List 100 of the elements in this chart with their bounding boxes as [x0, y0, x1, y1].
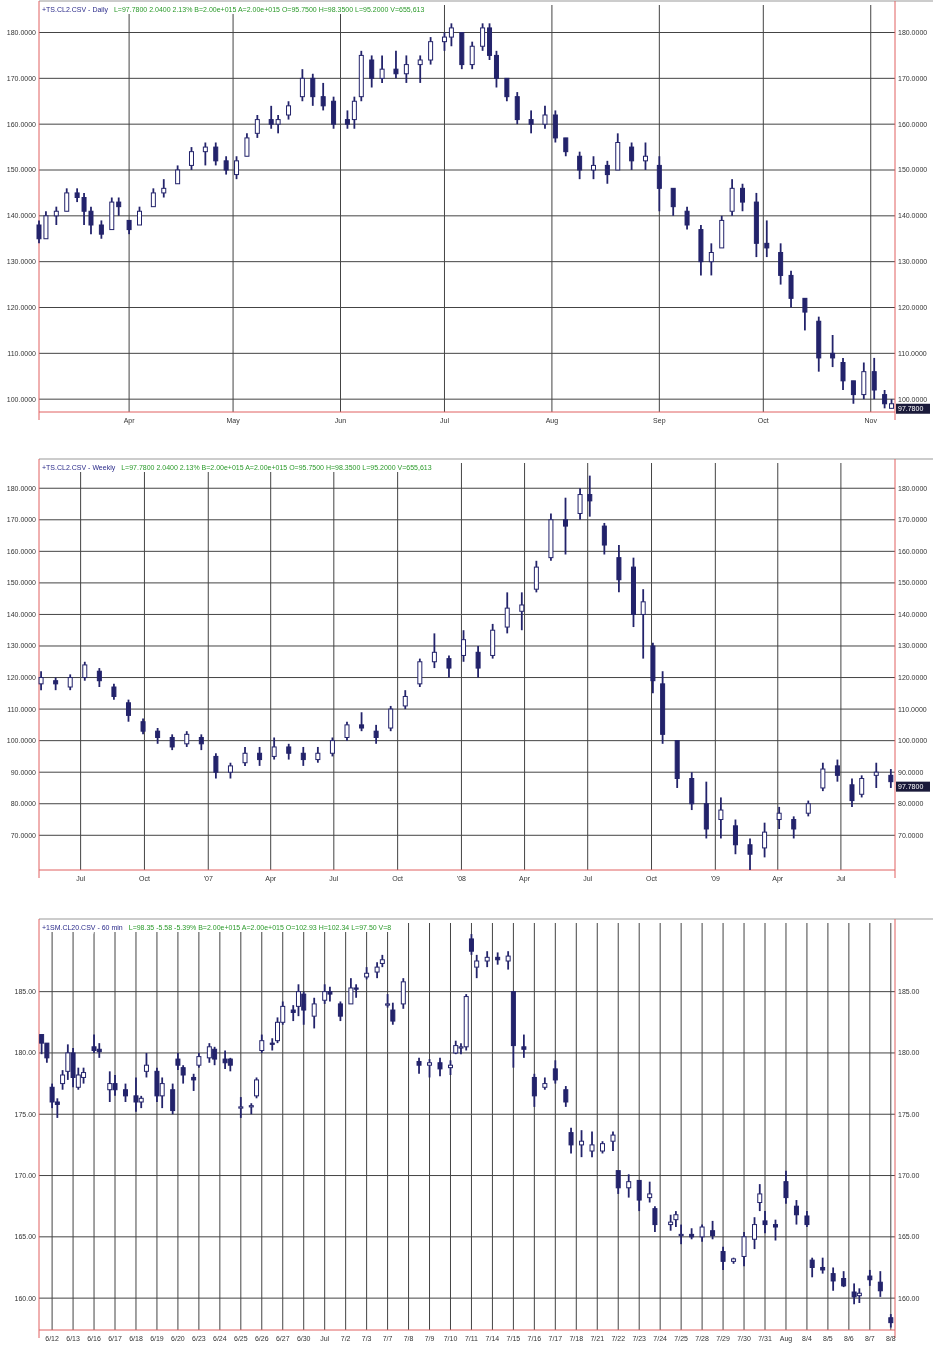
candlestick — [772, 1218, 778, 1242]
candlestick — [552, 109, 558, 144]
candlestick — [830, 1266, 836, 1292]
candlestick — [720, 1245, 726, 1271]
candlestick — [351, 95, 357, 130]
candlestick — [403, 54, 409, 84]
candlestick — [762, 821, 768, 859]
candlestick — [563, 1085, 569, 1108]
candlestick — [254, 114, 260, 139]
candlestick — [850, 379, 856, 405]
candlestick — [791, 815, 797, 840]
candlestick — [213, 752, 219, 780]
candlestick — [640, 588, 646, 660]
candlestick — [143, 1052, 149, 1079]
candlestick — [670, 187, 676, 217]
candlestick — [238, 1096, 244, 1119]
candlestick — [589, 1130, 595, 1159]
candlestick — [242, 746, 248, 767]
candlestick — [388, 705, 394, 733]
candlestick — [161, 178, 167, 199]
candlestick — [468, 933, 474, 956]
candlestick — [521, 1033, 527, 1059]
candlestick — [254, 1076, 260, 1100]
candlestick — [417, 657, 423, 688]
candlestick — [752, 1216, 758, 1250]
candlestick — [188, 146, 194, 171]
candlestick — [542, 104, 548, 130]
candlestick — [359, 711, 365, 733]
candlestick — [310, 72, 316, 107]
candlestick — [390, 1001, 396, 1026]
candlestick — [448, 22, 454, 48]
candlestick — [299, 68, 305, 103]
candlestick — [137, 205, 142, 226]
candlestick — [514, 91, 520, 126]
candlestick — [150, 187, 156, 208]
candlestick — [519, 591, 525, 632]
candlestick — [563, 137, 569, 158]
candlestick — [642, 141, 648, 171]
candlestick — [656, 155, 662, 213]
candlestick — [740, 182, 746, 213]
candlestick — [244, 132, 250, 158]
candlestick — [480, 22, 486, 52]
candlestick — [776, 806, 782, 830]
candlestick — [393, 49, 399, 80]
candlestick — [417, 54, 423, 84]
candlestick — [577, 487, 583, 521]
candlestick — [329, 736, 335, 758]
candlestick — [533, 559, 539, 594]
candlestick — [579, 1129, 585, 1159]
candlestick — [590, 155, 596, 181]
candlestick — [504, 77, 510, 103]
candlestick — [616, 544, 622, 594]
candlestick — [474, 953, 480, 980]
candlestick — [344, 720, 350, 742]
candlestick — [300, 746, 306, 767]
candlestick — [202, 141, 208, 167]
candlestick — [446, 654, 452, 679]
candlestick — [757, 1183, 763, 1212]
candlestick — [259, 1033, 265, 1054]
candlestick — [778, 242, 784, 286]
candlestick — [320, 82, 326, 112]
candlestick — [840, 357, 846, 391]
candlestick — [783, 1169, 789, 1205]
candlestick — [531, 1072, 537, 1108]
candlestick — [223, 155, 229, 176]
candlestick — [877, 1270, 883, 1298]
candlestick — [610, 1130, 616, 1152]
candlestick — [64, 187, 70, 213]
candlestick — [615, 1169, 621, 1195]
candlestick — [577, 150, 583, 181]
candlestick — [587, 474, 593, 518]
candlestick — [788, 269, 794, 309]
candlestick — [505, 950, 511, 971]
candlestick — [504, 591, 510, 635]
candlestick — [747, 837, 753, 871]
candlestick — [98, 219, 104, 240]
candlestick — [428, 36, 434, 66]
candlestick — [888, 768, 894, 789]
candlestick — [175, 164, 181, 185]
candlestick — [125, 698, 131, 723]
candlestick — [741, 1231, 747, 1268]
candlestick — [568, 1126, 574, 1155]
candlestick — [732, 818, 738, 856]
candlestick — [53, 205, 59, 226]
candlestick — [427, 1058, 433, 1079]
candlestick — [708, 242, 714, 277]
candlestick — [802, 297, 808, 332]
candlestick — [764, 219, 770, 258]
candlestick — [552, 1059, 558, 1085]
candlestick — [331, 95, 337, 130]
candlestick — [882, 389, 888, 410]
candlestick — [647, 1180, 653, 1204]
candlestick — [873, 761, 879, 789]
candlestick — [475, 645, 481, 679]
candlestick — [286, 100, 292, 121]
candlestick — [684, 205, 690, 231]
candlestick — [809, 1256, 815, 1279]
candlestick — [834, 758, 840, 783]
candlestick — [601, 522, 607, 556]
candlestick — [311, 996, 317, 1030]
